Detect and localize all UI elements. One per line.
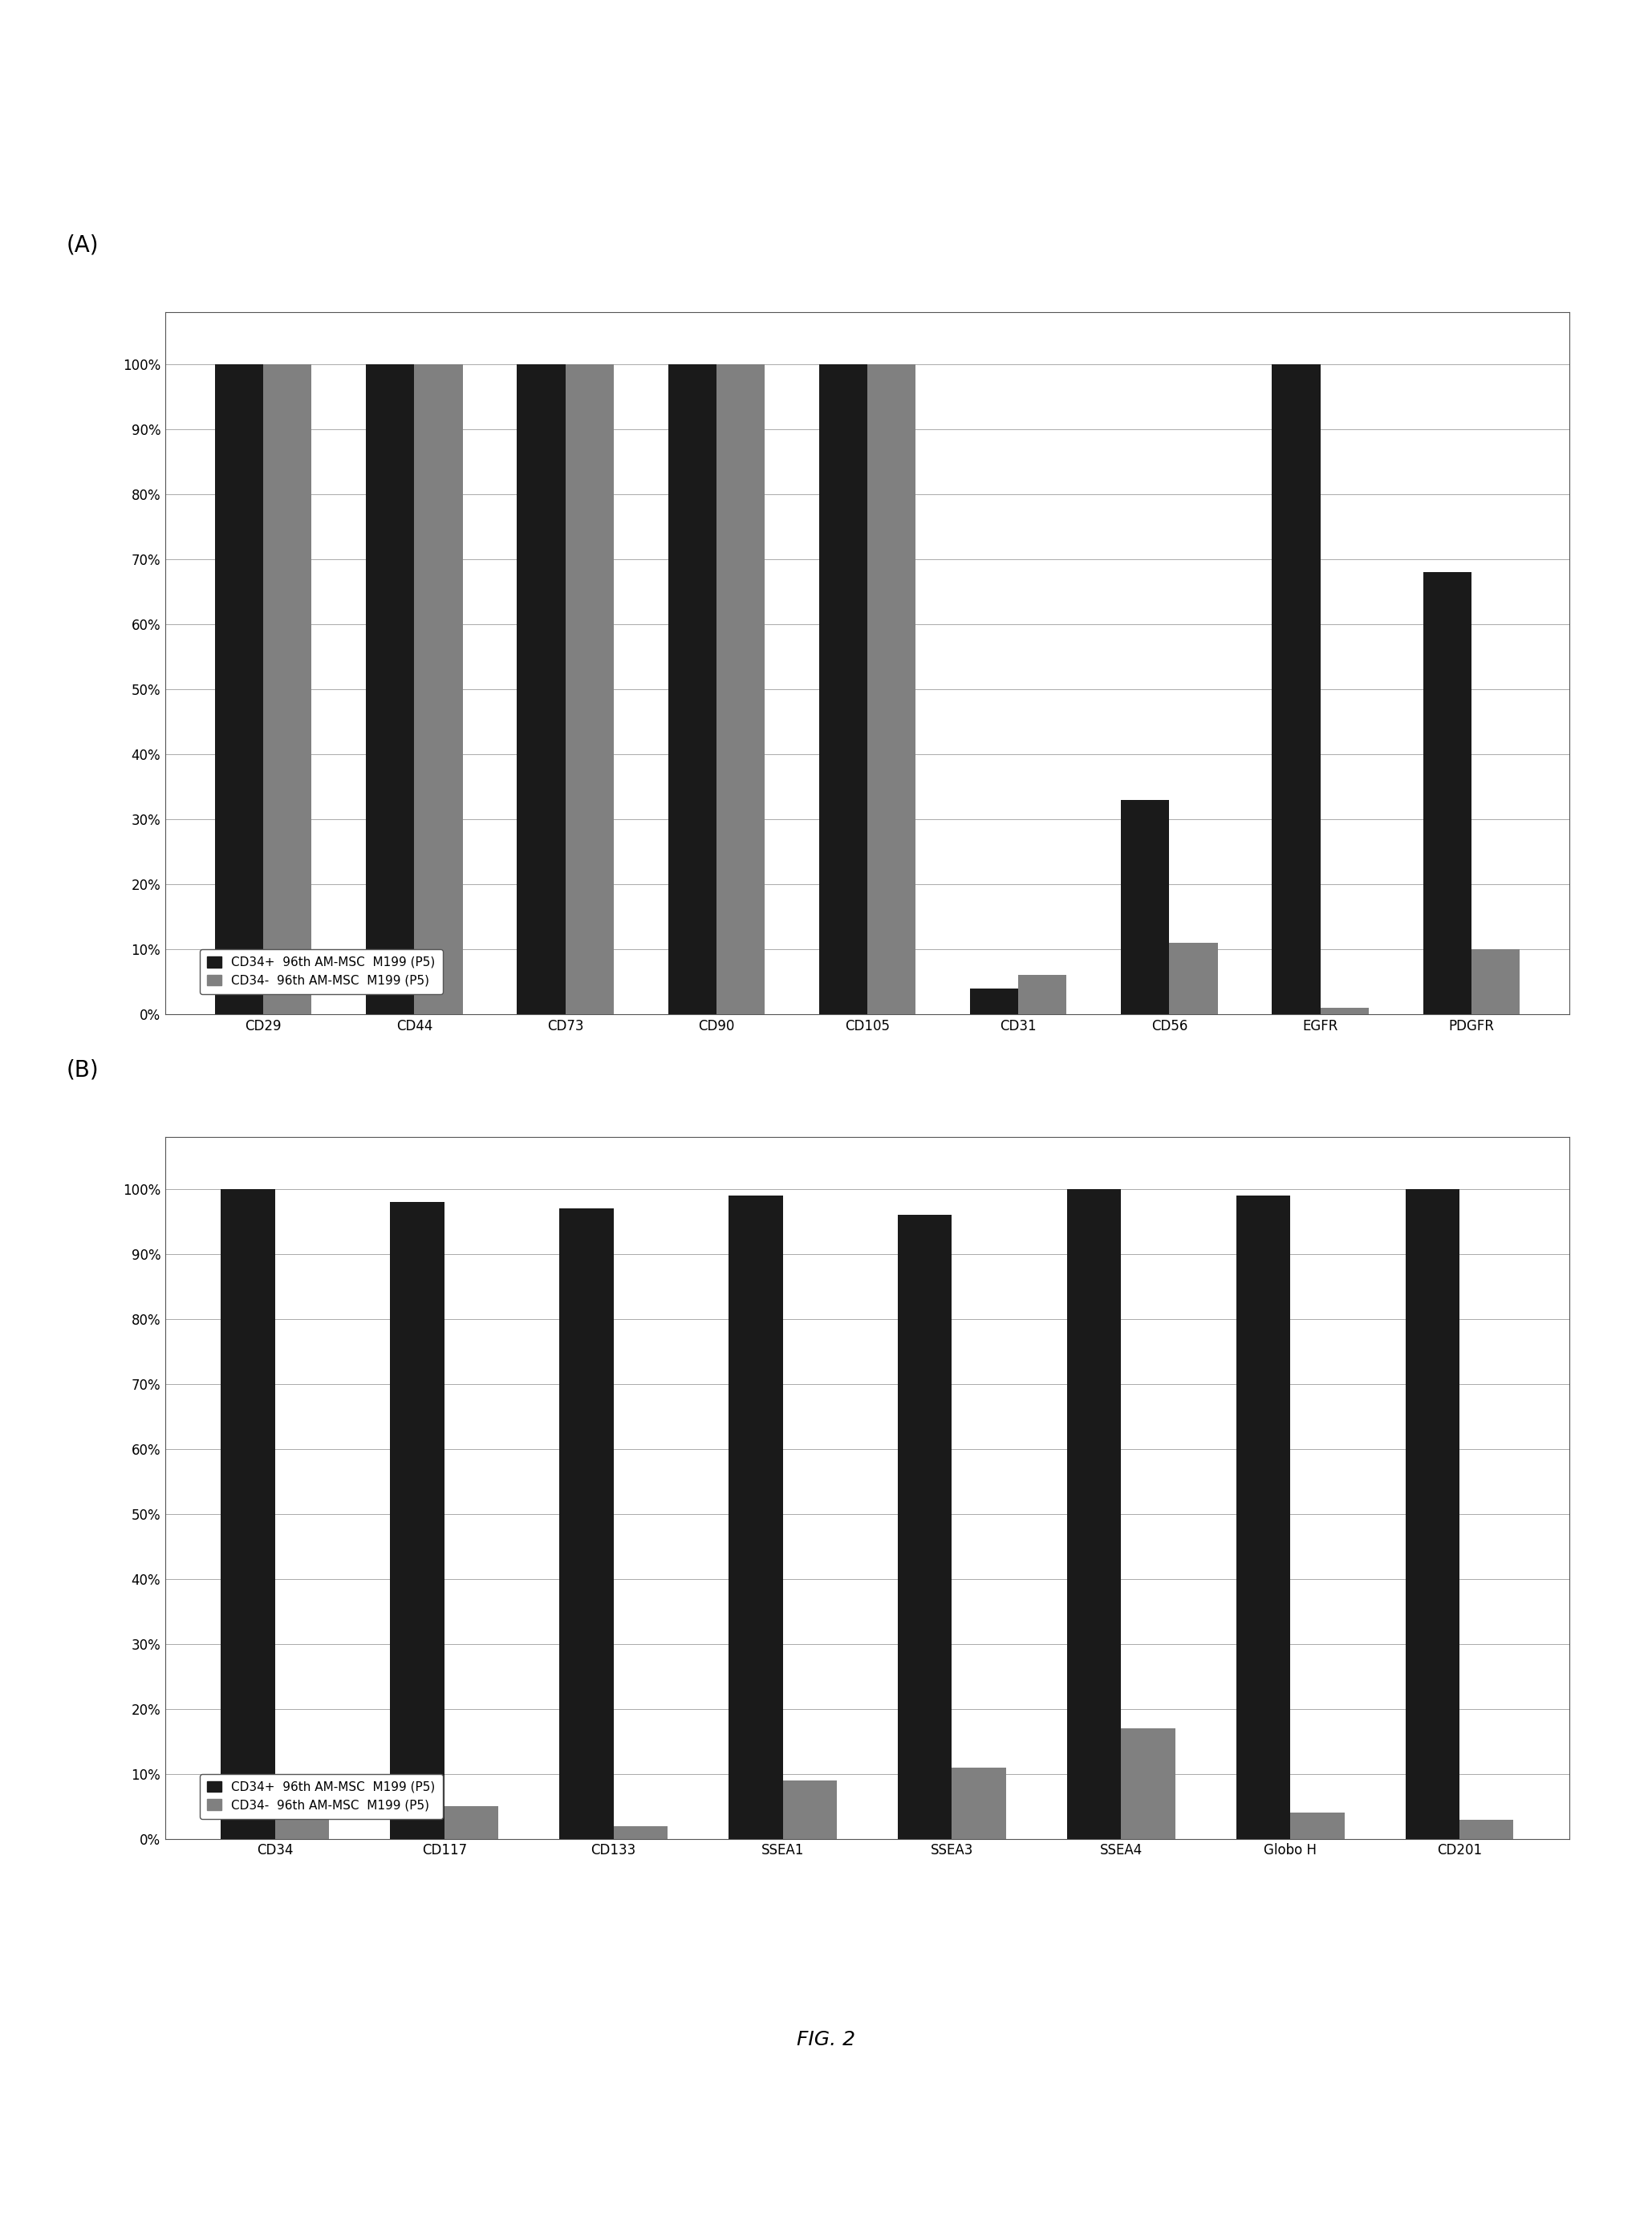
Bar (1018, 974, 1067, 1014)
Legend: CD34+  96th AM-MSC  M199 (P5), CD34-  96th AM-MSC  M199 (P5): CD34+ 96th AM-MSC M199 (P5), CD34- 96th … (200, 1774, 443, 1819)
Bar (1459, 1819, 1513, 1839)
Bar (1272, 363, 1320, 1014)
Bar (1170, 943, 1218, 1014)
Bar (897, 1215, 952, 1839)
Bar (613, 1826, 667, 1839)
Bar (1406, 1188, 1459, 1839)
Bar (970, 987, 1018, 1014)
Bar (1236, 1195, 1290, 1839)
Bar (215, 363, 263, 1014)
Bar (276, 1819, 329, 1839)
Bar (415, 363, 463, 1014)
Legend: CD34+  96th AM-MSC  M199 (P5), CD34-  96th AM-MSC  M199 (P5): CD34+ 96th AM-MSC M199 (P5), CD34- 96th … (200, 950, 443, 994)
Bar (1290, 1812, 1345, 1839)
Bar (717, 363, 765, 1014)
Bar (819, 363, 867, 1014)
Text: FIG. 2: FIG. 2 (796, 2031, 856, 2048)
Bar (952, 1768, 1006, 1839)
Bar (1472, 950, 1520, 1014)
Bar (1122, 800, 1170, 1014)
Bar (1422, 573, 1472, 1014)
Bar (729, 1195, 783, 1839)
Bar (444, 1805, 499, 1839)
Bar (367, 363, 415, 1014)
Text: (A): (A) (66, 234, 99, 256)
Bar (560, 1208, 613, 1839)
Bar (1067, 1188, 1122, 1839)
Text: (B): (B) (66, 1059, 99, 1081)
Bar (565, 363, 613, 1014)
Bar (1320, 1008, 1368, 1014)
Bar (390, 1201, 444, 1839)
Bar (1122, 1727, 1175, 1839)
Bar (783, 1781, 838, 1839)
Bar (517, 363, 565, 1014)
Bar (221, 1188, 276, 1839)
Bar (263, 363, 312, 1014)
Bar (867, 363, 915, 1014)
Bar (667, 363, 717, 1014)
